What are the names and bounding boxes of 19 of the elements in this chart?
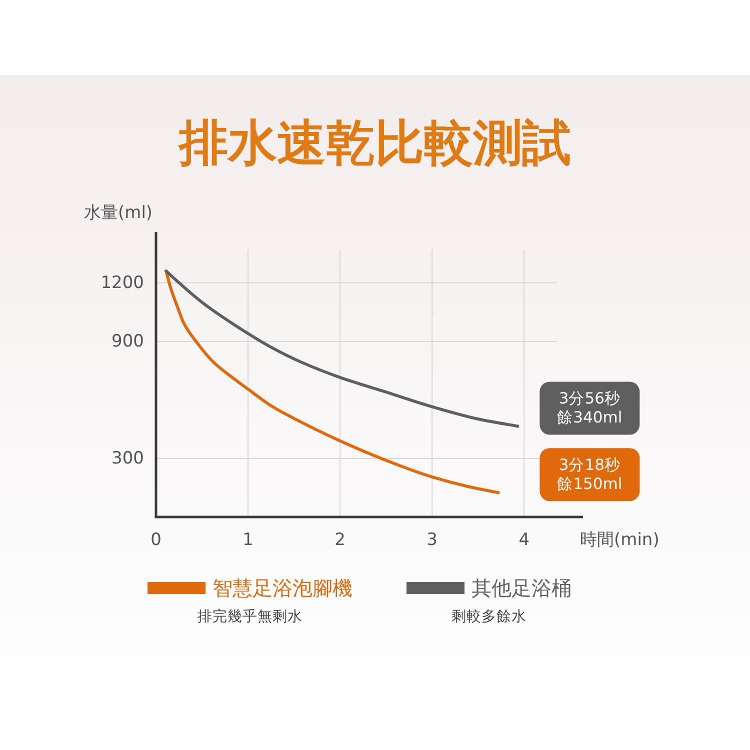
y-axis-title: 水量(ml) (84, 203, 153, 223)
x-axis-title: 時間(min) (580, 530, 660, 550)
y-tick-label: 300 (112, 448, 144, 468)
x-tick-label: 4 (518, 530, 530, 550)
y-tick-label: 900 (112, 331, 144, 352)
x-tick-label: 2 (334, 530, 346, 550)
x-tick-label: 3 (426, 530, 438, 550)
legend-label: 智慧足浴泡腳機 (212, 576, 352, 600)
y-tick-label: 1200 (100, 272, 144, 293)
x-tick-label: 0 (150, 530, 162, 550)
chart-title: 排水速乾比較測試 (177, 114, 571, 172)
note: 3分56秒餘340ml (540, 382, 640, 435)
note: 3分18秒餘150ml (540, 448, 640, 502)
annotation: 3分18秒餘150ml (557, 456, 622, 494)
text: 剩較多餘水 (452, 608, 526, 625)
x-tick-label: 1 (242, 530, 254, 550)
legend-label: 其他足浴桶 (472, 576, 572, 600)
annotation: 3分56秒餘340ml (557, 390, 622, 427)
text: 排完幾乎無剩水 (198, 608, 302, 625)
